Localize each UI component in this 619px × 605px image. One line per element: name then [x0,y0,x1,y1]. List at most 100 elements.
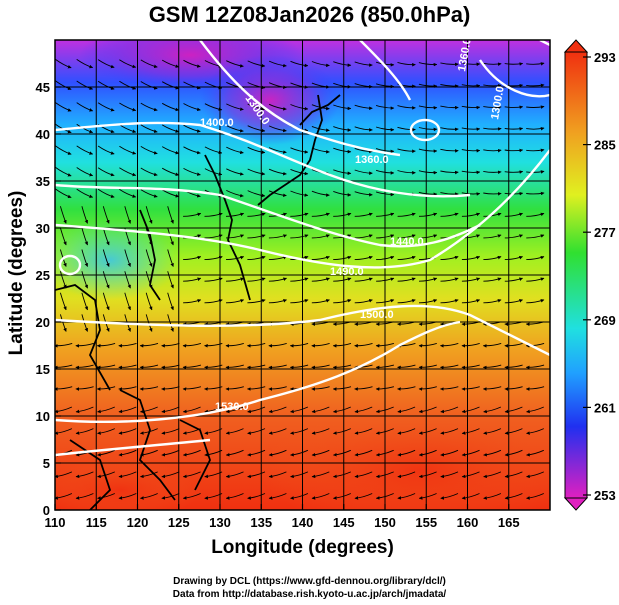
wind-streamline [139,386,159,391]
wind-streamline [118,471,137,479]
wind-streamline [124,271,131,289]
wind-streamline [375,148,395,154]
y-tick-label: 5 [43,456,50,471]
wind-streamline [526,148,545,153]
wind-streamline [225,277,245,282]
colorbar-tick-label: 277 [594,225,616,240]
wind-streamline [461,170,481,175]
wind-streamline [290,168,309,176]
wind-streamline [375,364,395,370]
wind-streamline [124,206,131,224]
x-tick-label: 135 [250,515,272,530]
wind-streamline [225,364,244,370]
wind-streamline [461,192,481,196]
wind-streamline [376,212,395,217]
wind-streamline [440,84,459,88]
wind-streamline [81,292,88,311]
wind-streamline [483,428,502,435]
wind-streamline [102,271,110,289]
wind-streamline [526,170,545,174]
wind-streamline [182,342,202,348]
wind-streamline [183,255,202,261]
wind-streamline [55,493,73,500]
wind-streamline [440,449,459,457]
wind-streamline [440,471,459,479]
wind-streamline [290,406,309,414]
wind-streamline [311,255,330,261]
wind-streamline [311,212,330,217]
wind-streamline [81,314,88,332]
wind-streamline [247,386,266,391]
wind-streamline [397,471,416,479]
wind-streamline [526,83,545,88]
wind-streamline [97,80,115,90]
wind-streamline [183,81,201,90]
wind-streamline [55,80,72,91]
wind-streamline [118,406,137,414]
wind-streamline [333,471,351,479]
wind-streamline [526,105,545,109]
wind-streamline [483,192,502,196]
y-tick-label: 45 [36,80,50,95]
wind-streamline [97,471,115,479]
y-tick-label: 40 [36,127,50,142]
wind-streamline [526,471,544,479]
wind-streamline [75,428,94,435]
wind-streamline [204,471,223,479]
wind-streamline [204,493,223,500]
wind-streamline [225,342,244,348]
y-tick-label: 30 [36,221,50,236]
wind-streamline [526,449,544,457]
wind-streamline [140,406,158,414]
contour-label: 1300.0 [489,85,507,120]
wind-streamline [332,364,352,370]
wind-streamline [140,189,158,198]
wind-streamline [311,493,330,500]
wind-streamline [161,124,180,133]
wind-streamline [55,428,73,435]
wind-streamline [440,299,459,304]
wind-streamline [354,342,373,348]
wind-streamline [290,493,309,500]
wind-streamline [333,212,352,217]
wind-streamline [268,471,287,479]
y-tick-label: 20 [36,315,50,330]
wind-streamline [290,212,309,217]
wind-streamline [311,364,330,370]
wind-streamline [397,126,416,132]
wind-streamline [225,406,244,414]
wind-streamline [119,167,137,177]
wind-streamline [119,80,137,90]
wind-streamline [504,342,523,348]
wind-streamline [418,127,438,132]
wind-streamline [418,170,438,175]
colorbar-tick-label: 285 [594,138,616,153]
wind-streamline [354,493,373,500]
wind-streamline [290,471,309,479]
wind-streamline [504,105,524,110]
wind-streamline [97,145,115,155]
wind-streamline [461,62,481,67]
wind-streamline [461,321,480,327]
wind-streamline [247,234,266,239]
wind-streamline [225,428,244,435]
wind-streamline [204,81,223,90]
wind-streamline [461,364,480,370]
wind-streamline [461,105,481,110]
wind-streamline [167,206,174,224]
wind-streamline [118,449,137,457]
wind-streamline [225,449,244,457]
wind-streamline [461,386,480,391]
contour-label: 1490.0 [330,266,364,278]
wind-streamline [247,255,266,261]
wind-streamline [75,493,94,500]
wind-streamline [204,428,223,435]
wind-streamline [119,59,137,69]
wind-streamline [483,148,502,153]
wind-streamline [461,277,481,282]
wind-streamline [375,342,395,348]
wind-streamline [483,277,502,282]
wind-streamline [333,82,352,89]
wind-streamline [75,386,94,391]
wind-streamline [354,299,373,304]
